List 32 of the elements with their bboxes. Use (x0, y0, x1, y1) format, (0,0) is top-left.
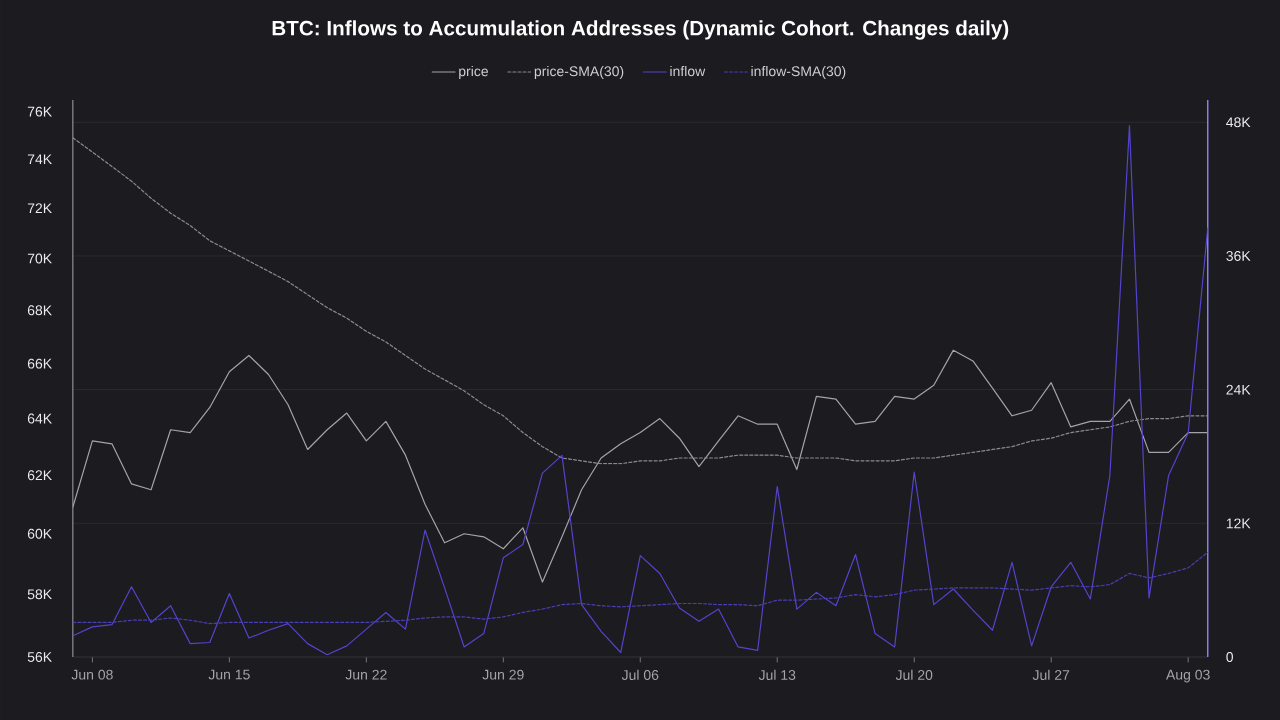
x-tick-label: Jun 15 (208, 669, 250, 680)
x-tick-label: Aug 03 (1166, 669, 1210, 683)
y-tick-label: 66K (27, 358, 52, 369)
y-tick-label: 56K (27, 652, 52, 662)
x-tick-label: Jul 20 (895, 669, 933, 680)
x-tick-label: Jul 27 (1032, 669, 1070, 680)
y-tick-label: 74K (27, 154, 52, 165)
y-tick-label: 64K (27, 413, 52, 424)
x-tick-label: Jun 08 (71, 669, 113, 680)
y2-tick-label: 0 (1226, 652, 1234, 662)
y2-tick-label: 12K (1226, 518, 1251, 529)
y2-tick-label: 24K (1226, 384, 1251, 395)
y2-tick-label: 36K (1226, 251, 1251, 261)
y-tick-label: 72K (27, 203, 52, 214)
y2-tick-label: 48K (1226, 117, 1251, 128)
y-tick-label: 70K (27, 253, 52, 264)
y-tick-label: 76K (27, 106, 52, 117)
legend-label: inflow-SMA(30) (751, 65, 846, 79)
x-tick-label: Jul 13 (758, 669, 796, 680)
legend-label: inflow (670, 65, 706, 77)
line-series (72, 125, 1208, 656)
y-tick-label: 68K (27, 305, 52, 316)
y-tick-label: 60K (27, 528, 52, 539)
y-tick-label: 58K (27, 589, 52, 600)
legend-label: price-SMA(30) (534, 65, 624, 79)
y-tick-label: 62K (27, 470, 52, 481)
x-tick-label: Jul 06 (621, 669, 659, 680)
legend-label: price (459, 65, 488, 79)
x-tick-label: Jun 22 (345, 669, 387, 680)
line-series (72, 349, 1208, 583)
chart-title: BTC: Inflows to Accumulation Addresses (Dynamic Cohort. Changes daily) (272, 20, 1009, 40)
x-tick-label: Jun 29 (482, 669, 524, 680)
